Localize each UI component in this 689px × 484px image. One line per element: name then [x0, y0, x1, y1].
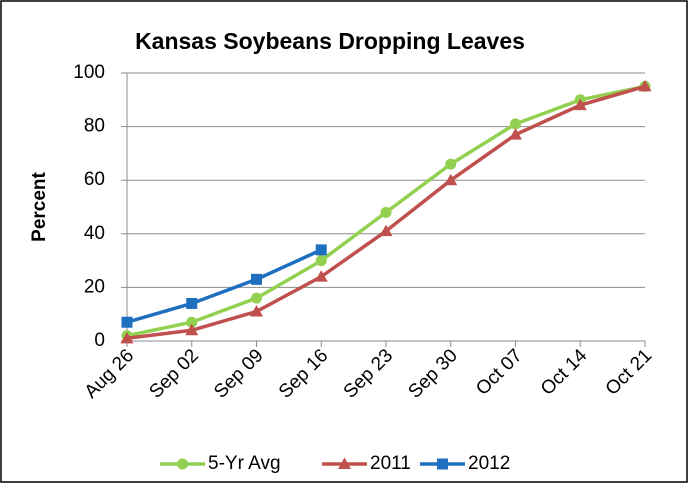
point — [444, 173, 458, 186]
point — [251, 292, 262, 304]
point — [510, 118, 521, 130]
point — [437, 458, 448, 470]
point — [120, 331, 134, 344]
point — [380, 206, 392, 218]
point — [315, 244, 327, 256]
y-tick-label: 80 — [84, 116, 105, 137]
y-tick-label: 0 — [94, 330, 105, 351]
legend-label: 5-Yr Avg — [208, 453, 281, 474]
chart-title: Kansas Soybeans Dropping Leaves — [135, 28, 525, 54]
point — [186, 316, 198, 328]
point — [379, 224, 393, 237]
y-tick-label: 60 — [84, 169, 105, 190]
y-tick-label: 100 — [73, 62, 105, 83]
legend-label: 2012 — [468, 453, 510, 474]
point — [250, 305, 263, 317]
point — [314, 270, 328, 282]
point — [186, 297, 198, 309]
point — [509, 128, 522, 140]
series-line — [126, 248, 322, 324]
point — [445, 158, 457, 170]
y-tick-label: 40 — [84, 223, 105, 244]
point — [177, 458, 188, 470]
legend-label: 2011 — [370, 453, 411, 474]
point — [185, 323, 199, 336]
point — [338, 457, 351, 469]
y-tick-label: 20 — [84, 276, 105, 297]
point — [315, 255, 327, 267]
point — [573, 98, 587, 111]
point — [121, 316, 133, 328]
y-axis-label: Percent — [29, 171, 50, 241]
point — [638, 79, 652, 92]
point — [251, 273, 262, 285]
